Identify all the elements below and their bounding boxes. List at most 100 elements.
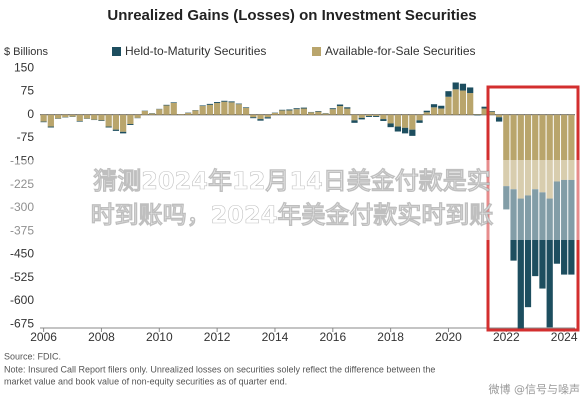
bar	[322, 113, 329, 115]
x-tick-label: 2012	[204, 330, 231, 344]
bar	[257, 114, 264, 120]
bar	[561, 179, 568, 275]
y-tick-label: -300	[10, 200, 34, 214]
y-tick-label: -675	[10, 316, 34, 330]
bar	[185, 112, 192, 115]
bar	[120, 114, 127, 132]
bar	[235, 103, 242, 105]
bar	[445, 91, 452, 97]
bar	[105, 114, 112, 127]
bar	[409, 114, 416, 130]
bar	[293, 109, 300, 115]
bar	[134, 114, 141, 118]
bar	[206, 103, 214, 105]
bar	[315, 111, 322, 115]
y-tick-label: 75	[21, 84, 35, 98]
bar	[98, 114, 105, 121]
bar	[553, 114, 561, 182]
bar	[315, 111, 322, 112]
bar	[532, 189, 539, 277]
bar	[373, 114, 380, 116]
bar	[250, 114, 257, 118]
bar	[401, 114, 409, 128]
bar	[524, 195, 532, 308]
bar	[561, 114, 568, 180]
bar	[235, 104, 242, 115]
bar	[242, 107, 250, 115]
bar	[163, 104, 170, 106]
overlay-band	[0, 160, 585, 240]
bar	[163, 105, 170, 115]
x-tick-label: 2022	[493, 330, 520, 344]
bar	[459, 83, 467, 91]
bar	[568, 179, 575, 275]
bar	[387, 123, 394, 128]
y-tick-label: -150	[10, 153, 34, 167]
bar	[170, 102, 177, 103]
bar	[380, 119, 387, 121]
bar	[488, 111, 495, 112]
bar	[170, 102, 177, 115]
bar	[286, 109, 293, 111]
bar	[141, 111, 148, 115]
bar	[467, 87, 474, 94]
bar	[495, 117, 503, 122]
bar	[416, 120, 423, 123]
bar	[293, 108, 300, 110]
bar	[221, 100, 228, 102]
bar	[177, 114, 185, 115]
bar	[40, 121, 47, 123]
bar	[329, 109, 336, 115]
bar	[438, 105, 445, 109]
bar	[228, 102, 235, 115]
y-tick-label: -75	[17, 130, 35, 144]
bar	[47, 114, 54, 127]
bar	[467, 93, 474, 115]
bar	[98, 120, 105, 121]
bar	[279, 109, 286, 111]
bar	[539, 192, 546, 289]
bar	[387, 114, 394, 124]
x-tick-label: 2024	[551, 330, 578, 344]
bar	[308, 112, 315, 115]
bar	[105, 126, 112, 128]
bar	[481, 106, 488, 109]
bar	[380, 114, 387, 120]
bar	[279, 110, 286, 115]
y-tick-label: -525	[10, 270, 34, 284]
bar	[568, 114, 575, 180]
bar	[445, 96, 452, 115]
bar	[503, 114, 510, 187]
bar	[351, 114, 358, 121]
y-tick-label: 150	[14, 60, 34, 74]
overlay-text: 时到账吗，2024年美金付款实时到账	[91, 201, 494, 229]
bar	[120, 131, 127, 134]
bar	[373, 116, 380, 117]
x-tick-label: 2016	[319, 330, 346, 344]
overlay-text: 猜测2024年12月14日美金付款是实	[92, 167, 491, 195]
bar	[438, 108, 445, 115]
bar	[264, 117, 271, 119]
bar	[394, 126, 401, 132]
source: Source: FDIC.	[4, 351, 61, 361]
bar	[257, 119, 264, 121]
bar	[54, 114, 62, 119]
bar	[503, 186, 510, 210]
bar	[76, 114, 83, 121]
bar	[91, 114, 98, 120]
x-tick-label: 2008	[88, 330, 115, 344]
bar	[409, 129, 416, 136]
x-tick-label: 2020	[435, 330, 462, 344]
bar	[250, 117, 257, 119]
legend-swatch	[312, 47, 321, 56]
bar	[192, 110, 199, 115]
bar	[228, 101, 235, 103]
bar	[300, 108, 307, 115]
bar	[517, 114, 524, 199]
bar	[199, 106, 206, 115]
bar	[286, 110, 293, 115]
bar	[423, 112, 430, 115]
chart-title: Unrealized Gains (Losses) on Investment …	[107, 7, 476, 24]
bar	[242, 107, 250, 108]
bar	[206, 104, 214, 115]
